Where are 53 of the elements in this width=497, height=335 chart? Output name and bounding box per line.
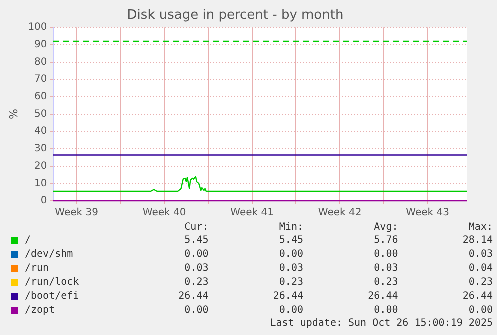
y-tick-label: 50 <box>34 108 48 120</box>
legend-label: /run <box>24 262 50 276</box>
text: 0.03 <box>468 248 494 262</box>
legend-label: /boot/efi <box>24 290 80 304</box>
text: 0.00 <box>184 304 210 318</box>
y-axis-title: % <box>7 109 20 120</box>
y-tick-label: 70 <box>34 74 48 86</box>
text: 0.00 <box>184 248 210 262</box>
text: 0.00 <box>468 304 494 318</box>
text: 28.14 <box>462 234 494 248</box>
y-tick-label: 90 <box>34 40 48 51</box>
text: 0.00 <box>373 304 400 318</box>
x-tick-label: Week 43 <box>406 208 450 219</box>
y-tick-label: 100 <box>28 22 48 34</box>
chart-title: Disk usage in percent - by month <box>127 8 344 24</box>
text: Max: <box>468 222 494 234</box>
x-tick-label: Week 39 <box>55 208 98 219</box>
x-tick-label: Week 41 <box>230 208 274 219</box>
text: 26.44 <box>272 290 304 304</box>
x-tick-label: Week 40 <box>142 208 186 219</box>
text: Avg: <box>373 222 400 234</box>
text: 26.44 <box>462 290 494 304</box>
y-tick-label: 10 <box>34 178 48 190</box>
text: 26.44 <box>367 290 400 304</box>
y-tick-label: 60 <box>34 92 48 103</box>
text: 0.04 <box>468 262 494 276</box>
y-tick-label: 80 <box>34 56 48 68</box>
text: 26.44 <box>178 290 210 304</box>
legend-label: /dev/shm <box>24 248 74 262</box>
y-tick-label: 30 <box>34 144 48 155</box>
text: 0.23 <box>184 276 210 290</box>
y-tick-label: 40 <box>34 126 48 138</box>
legend-label: / <box>24 234 32 248</box>
text: 5.45 <box>184 234 210 248</box>
text: 0.00 <box>278 304 304 318</box>
x-tick-label: Week 42 <box>318 208 362 219</box>
text: 0.23 <box>278 276 304 290</box>
text: 0.23 <box>468 276 494 290</box>
legend-label: /zopt <box>24 304 56 318</box>
text: 0.03 <box>278 262 304 276</box>
text: 5.76 <box>373 234 400 248</box>
text: 0.00 <box>373 248 400 262</box>
y-tick-label: 20 <box>34 160 48 172</box>
y-tick-label: 0 <box>40 196 48 207</box>
text: 5.45 <box>278 234 304 248</box>
legend-label: /run/lock <box>24 276 80 290</box>
text: 0.03 <box>184 262 210 276</box>
text: Min: <box>278 222 304 234</box>
text: 0.23 <box>373 276 400 290</box>
text: 0.00 <box>278 248 304 262</box>
text: Last update: Sun Oct 26 15:00:19 2025 <box>269 318 494 330</box>
text: 0.03 <box>373 262 400 276</box>
text: Cur: <box>184 222 210 234</box>
